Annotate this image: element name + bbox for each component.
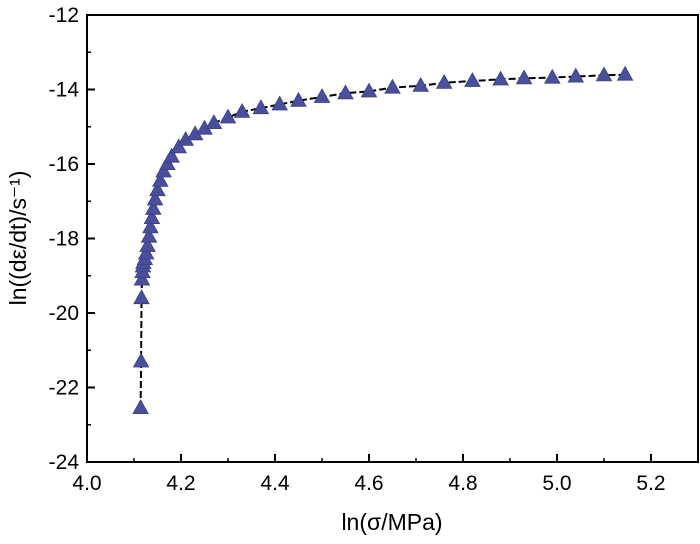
data-point [155,162,172,178]
y-axis-label: ln((dε/dt)/s⁻¹) [5,171,31,306]
data-point [132,399,149,415]
x-tick-label: 4.4 [260,472,290,495]
data-point [544,68,561,84]
data-point [170,138,187,154]
data-point [384,78,401,94]
data-markers [132,65,634,415]
data-point [139,237,156,252]
y-tick-label: -18 [49,228,79,251]
data-point [595,66,613,82]
data-point [313,88,331,103]
x-tick-label: 4.8 [448,472,477,495]
data-point [219,108,237,124]
data-point [205,114,223,130]
data-point [252,99,270,115]
x-tick-label: 4.6 [354,472,383,495]
y-tick-label: -20 [49,302,79,325]
x-tick-label: 4.0 [72,472,101,495]
y-tick-label: -12 [49,4,79,27]
x-tick-label: 5.2 [636,472,665,495]
y-tick-label: -24 [49,451,80,474]
data-point [515,69,533,85]
data-point [133,289,150,305]
data-point [159,155,176,171]
data-point [360,82,378,98]
data-point [567,67,585,83]
y-tick-label: -22 [49,377,79,400]
data-point [616,65,634,81]
data-point [435,73,453,89]
x-axis-label: ln(σ/MPa) [341,509,442,535]
data-point [142,218,159,234]
data-point [152,171,169,187]
x-tick-label: 4.2 [166,472,195,495]
data-point [132,352,150,368]
y-tick-label: -14 [49,79,80,102]
data-point [140,227,158,243]
x-tick-label: 5.0 [542,472,571,495]
x-axis-ticks: 4.0 4.2 4.4 4.6 4.8 5.0 5.2 [72,454,666,495]
data-point [290,91,307,107]
data-point [412,76,429,92]
data-point [143,209,161,225]
data-point [492,70,509,86]
data-point [337,84,354,100]
data-point [163,147,180,163]
data-point [149,181,166,197]
y-tick-label: -16 [49,153,79,176]
data-point [271,95,288,111]
data-point [146,190,164,206]
data-point [233,102,251,118]
data-point [133,270,151,286]
data-point [137,244,155,260]
y-axis-ticks: -12 -14 -16 -18 -20 -22 -24 [49,4,95,474]
data-point [464,72,481,87]
data-point [145,199,162,215]
